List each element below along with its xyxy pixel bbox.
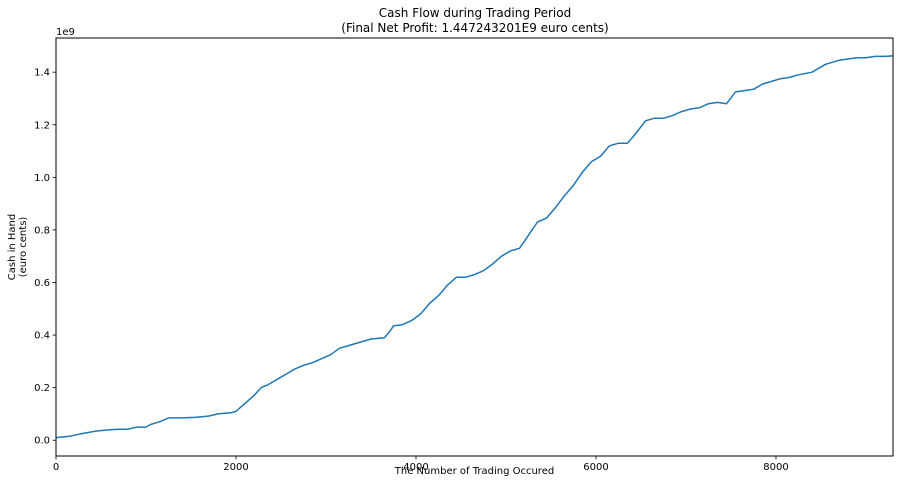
y-tick-label: 1.4: [34, 68, 50, 79]
plot-frame: [55, 37, 894, 457]
x-axis: 0 2000 4000 6000 8000: [53, 456, 789, 473]
chart-title: Cash Flow during Trading Period: [379, 6, 571, 20]
y-tick-label: 1.2: [34, 120, 50, 131]
x-tick-label: 6000: [583, 462, 608, 473]
x-tick-label: 4000: [403, 462, 428, 473]
y-tick-label: 0.8: [34, 225, 50, 236]
x-tick-label: 2000: [223, 462, 248, 473]
y-axis-label-group: Cash in Hand (euro cents): [7, 214, 29, 280]
series-line-cash-in-hand: [56, 55, 893, 439]
chart-subtitle: (Final Net Profit: 1.447243201E9 euro ce…: [341, 21, 608, 35]
y-tick-label: 0.6: [34, 278, 50, 289]
y-axis-offset-label: 1e9: [56, 27, 75, 38]
y-axis-label-line1: Cash in Hand: [7, 214, 18, 280]
y-tick-label: 0.4: [34, 331, 50, 342]
y-tick-label: 1.0: [34, 173, 50, 184]
y-tick-label: 0.2: [34, 383, 50, 394]
x-axis-label: The Number of Trading Occured: [394, 466, 554, 477]
y-axis: 0.0 0.2 0.4 0.6 0.8 1.0 1.2 1.4: [34, 68, 56, 447]
x-tick-label: 8000: [763, 462, 788, 473]
x-tick-label: 0: [53, 462, 59, 473]
y-axis-label-line2: (euro cents): [18, 217, 29, 278]
y-tick-label: 0.0: [34, 436, 50, 447]
